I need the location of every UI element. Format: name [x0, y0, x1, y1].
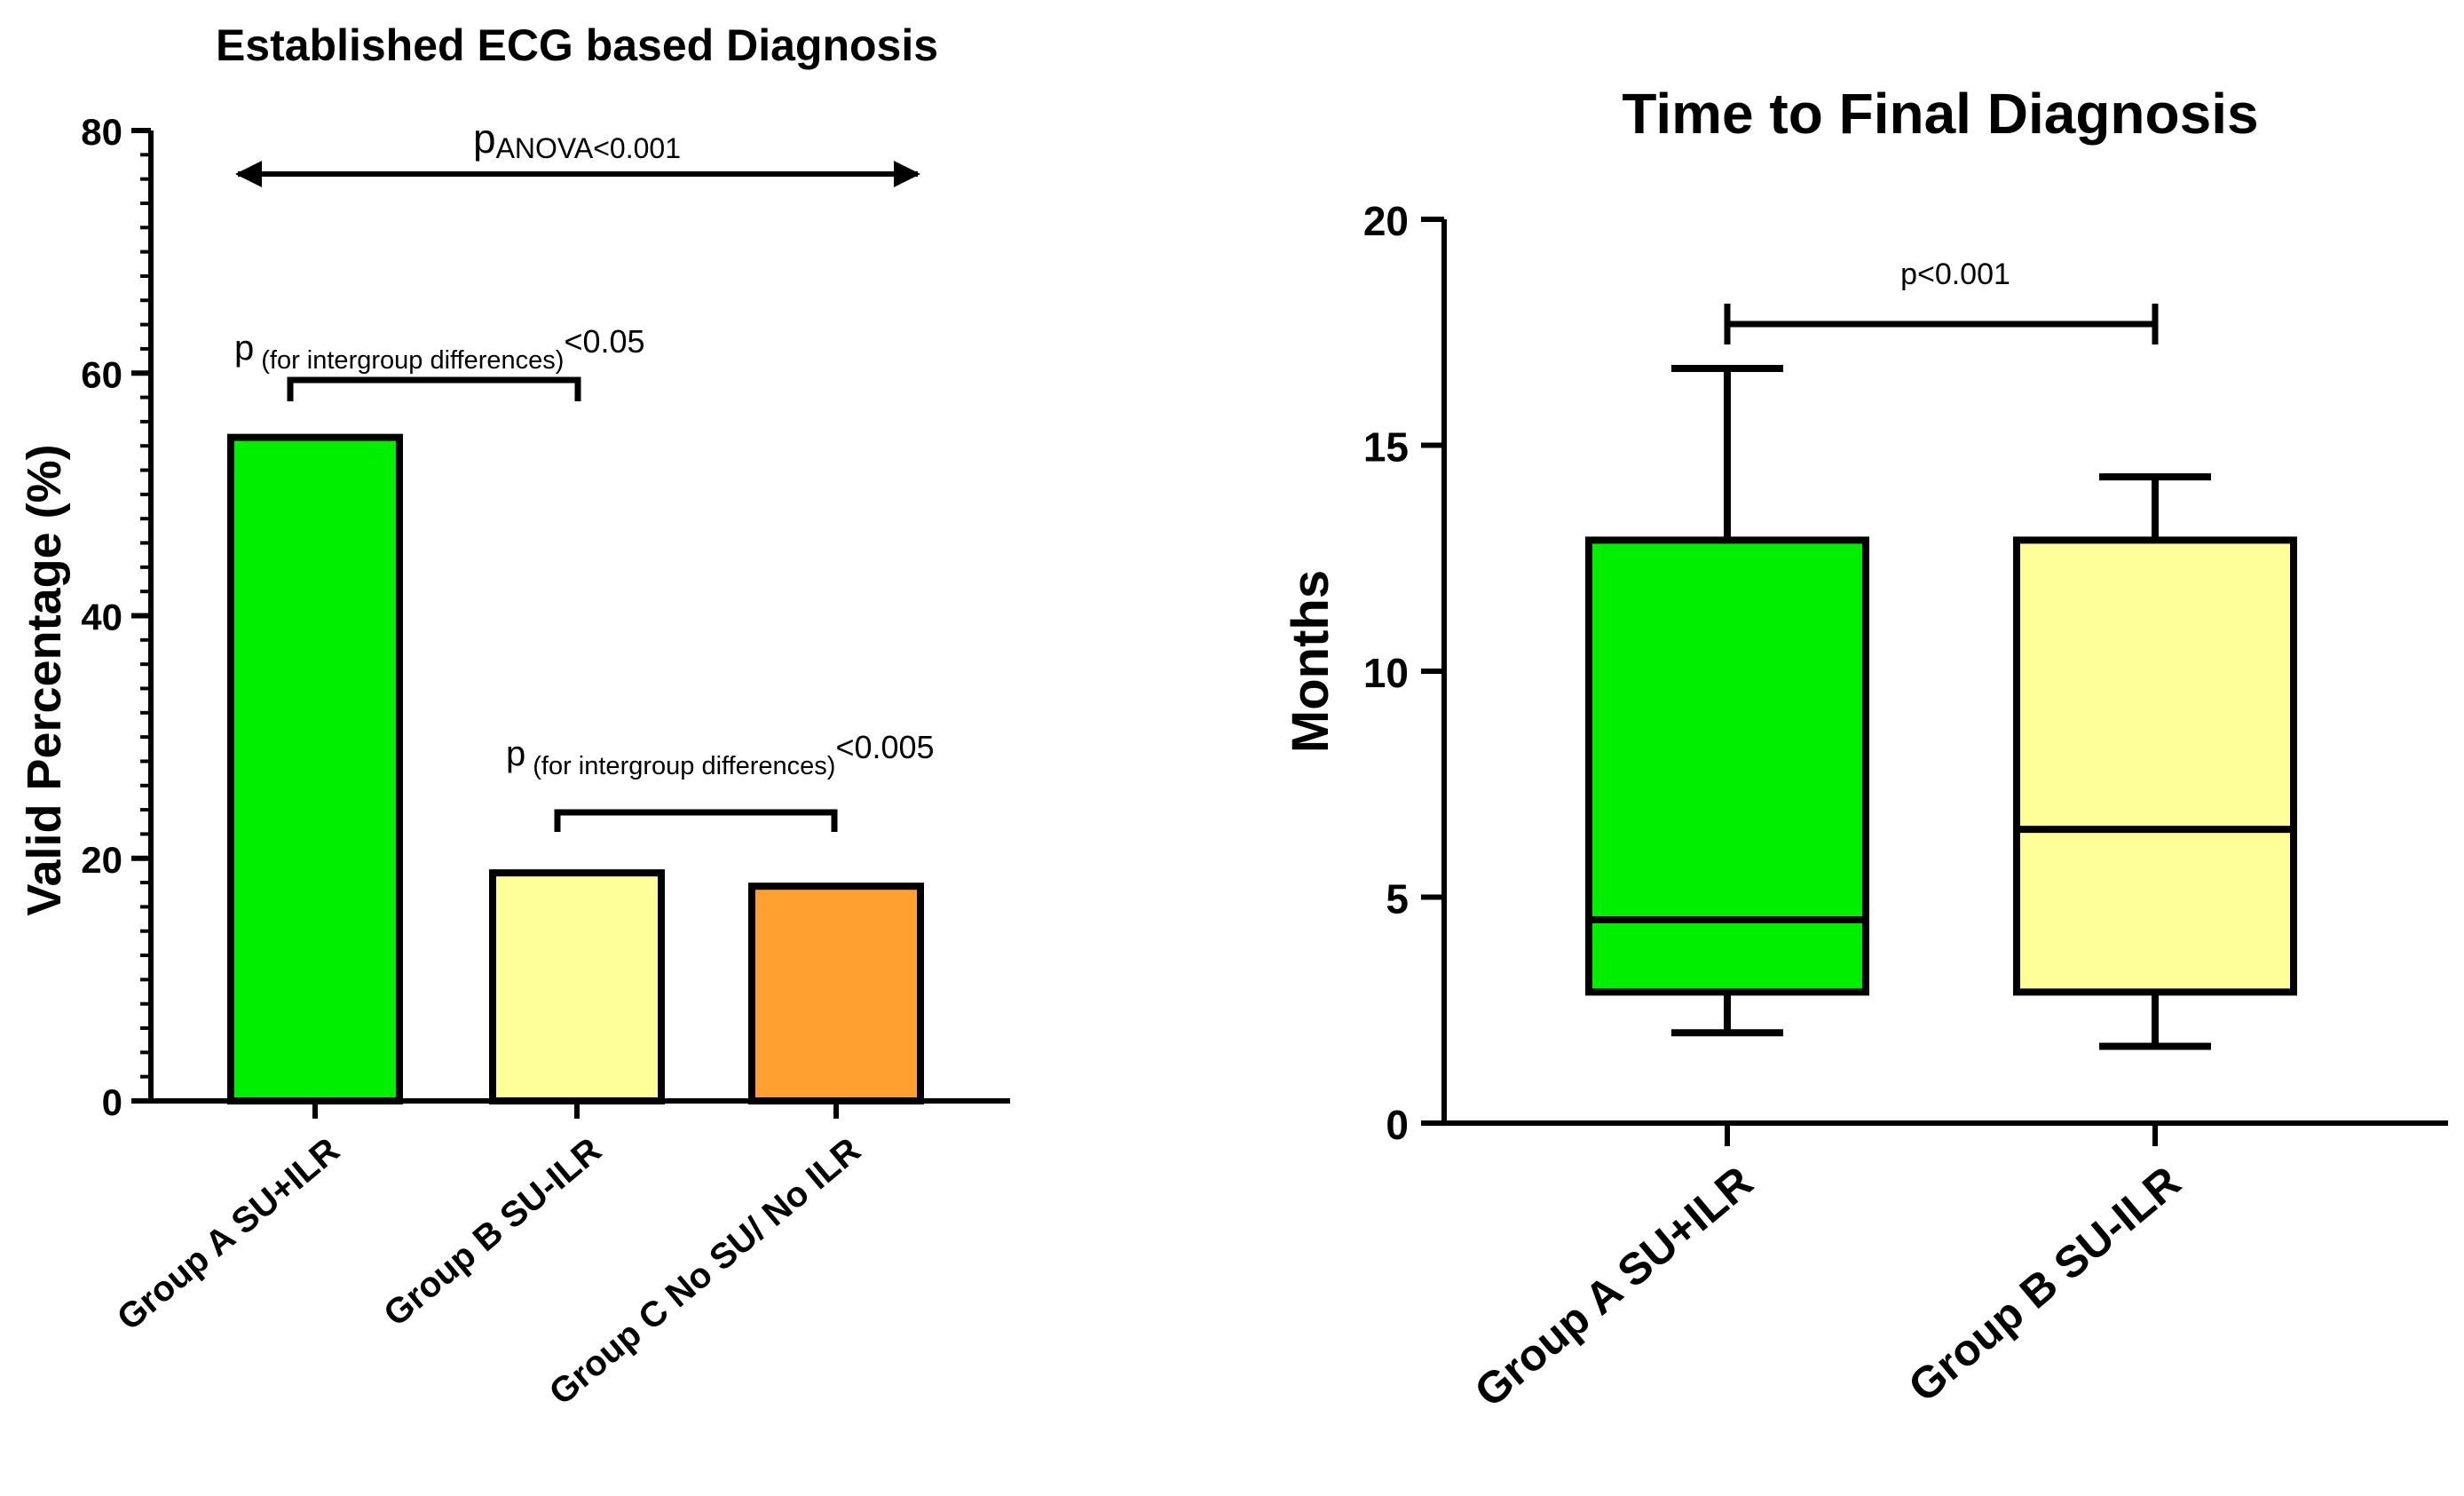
box-plot-category-label: Group A SU+ILR [1465, 1157, 1762, 1417]
bar-group-b [489, 869, 665, 1105]
box-plot-p-value: p<0.001 [1900, 257, 2010, 291]
bracket-group-a-vs-b [287, 376, 581, 401]
box-plot-y-tick-label: 15 [1363, 424, 1409, 471]
bar-group-a [227, 433, 403, 1104]
box-plot-y-tick-label: 10 [1363, 650, 1409, 696]
box-plot-y-tick-label: 20 [1363, 198, 1409, 244]
bar-chart-y-tick-label: 40 [81, 597, 122, 638]
bracket-box-group-a-vs-b [1724, 304, 2159, 344]
bar-group-c [748, 883, 924, 1105]
intergroup-p-value-a-b: p (for intergroup differences)<0.05 [234, 323, 645, 375]
bar-chart-y-tick-label: 0 [102, 1081, 122, 1123]
box-plot-category-label: Group B SU-ILR [1899, 1157, 2190, 1412]
box-plot-y-axis-label: Months [1282, 570, 1339, 753]
bracket-line [554, 809, 838, 832]
bar-chart-title: Established ECG based Diagnosis [216, 20, 938, 70]
box-group-a [1585, 364, 1869, 1037]
box-plot-time-to-final-diagnosis: Time to Final Diagnosis Months 05101520 … [1282, 82, 2448, 1417]
bar-chart-established-ecg-diagnosis: Established ECG based Diagnosis Valid Pe… [18, 20, 1010, 1413]
iqr-box [2013, 536, 2297, 996]
box-plot-title: Time to Final Diagnosis [1622, 82, 2258, 146]
intergroup-p-value-b-c: p (for intergroup differences)<0.005 [506, 729, 935, 780]
box-plot-y-tick-label: 5 [1386, 876, 1409, 922]
bracket-group-b-vs-c [554, 809, 838, 832]
bar-chart-category-label: Group A SU+ILR [110, 1130, 347, 1338]
anova-p-value: pANOVA<0.001 [473, 115, 681, 164]
bar-chart-y-tick-label: 60 [81, 353, 122, 395]
iqr-box [1585, 536, 1869, 996]
bar-chart-y-axis-label: Valid Percentage (%) [18, 444, 71, 915]
bar-chart-y-tick-label: 80 [81, 111, 122, 153]
bracket-line [287, 376, 581, 401]
bar-chart-y-tick-label: 20 [81, 839, 122, 881]
box-plot-y-tick-label: 0 [1386, 1102, 1409, 1148]
box-group-b [2013, 473, 2297, 1050]
bar-chart-category-label: Group B SU-ILR [376, 1130, 609, 1334]
